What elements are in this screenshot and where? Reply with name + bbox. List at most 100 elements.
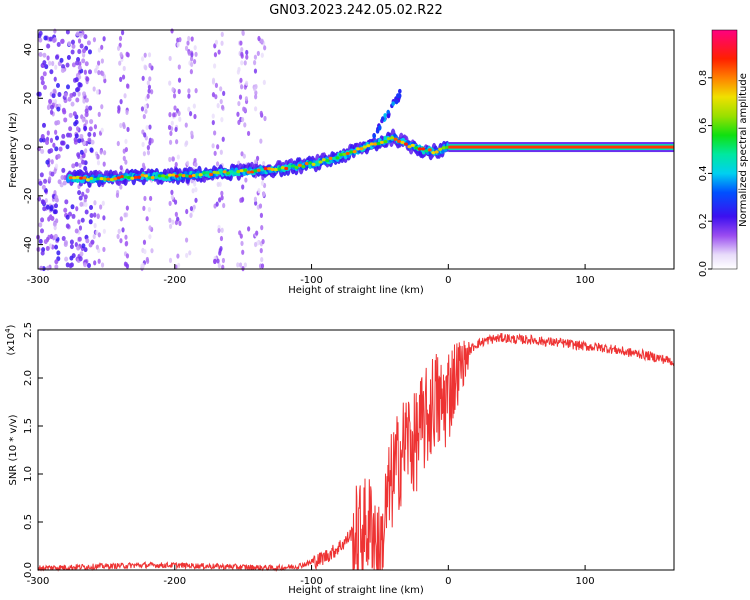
- spectrogram-cell: [56, 106, 61, 112]
- spectrogram-cell: [80, 217, 85, 223]
- spectrogram-cell: [168, 223, 173, 229]
- spectrogram-cell: [188, 174, 193, 178]
- spectrogram-cell: [325, 158, 330, 163]
- spectrogram-cell: [57, 179, 62, 185]
- spectrogram-cell: [102, 228, 106, 234]
- spectrogram-cell: [95, 89, 100, 95]
- spectrogram-cell: [68, 176, 73, 180]
- colorbar-gradient: [711, 29, 738, 270]
- spectrogram-cell: [75, 60, 80, 66]
- spectrogram-cell: [211, 143, 215, 149]
- spectrogram-cell: [253, 68, 258, 74]
- spectrogram-cell: [172, 112, 176, 118]
- spectrogram-cell: [434, 150, 439, 154]
- spectrogram-cell: [97, 47, 101, 53]
- spectrogram-cell: [56, 41, 61, 47]
- spectrogram-cell: [211, 119, 215, 126]
- spectrogram-cell: [189, 69, 193, 75]
- spectrogram-cell: [119, 52, 123, 58]
- spectrogram-cell: [116, 45, 121, 51]
- spectrogram-cell: [308, 161, 313, 165]
- spectrogram-cell: [147, 88, 151, 94]
- spectrogram-cell: [50, 159, 54, 165]
- spectrogram-cell: [186, 40, 190, 46]
- spectrogram-cell: [84, 119, 89, 125]
- spectrogram-cell: [53, 168, 57, 174]
- spectrogram-cell: [215, 201, 219, 207]
- spectrogram-cell: [172, 93, 177, 99]
- spectrogram-cell: [81, 117, 85, 123]
- spectrogram-cell: [291, 164, 296, 168]
- spectrogram-cell: [379, 140, 384, 144]
- spectrogram-cell: [84, 108, 89, 114]
- spectrogram-cell: [259, 248, 263, 254]
- spectrogram-cell: [85, 140, 89, 146]
- spectrogram-cell: [68, 211, 73, 217]
- snr-x-ticks: -300 -200 -100 0 100: [27, 565, 595, 587]
- spectrogram-cell: [144, 108, 148, 114]
- spectrogram-cell: [82, 48, 87, 54]
- spectrogram-cell: [75, 175, 80, 180]
- spectrogram-cell: [194, 51, 198, 57]
- spectrogram-cell: [256, 50, 260, 57]
- spectrogram-cell: [244, 177, 248, 183]
- spectrogram-cell: [177, 77, 182, 83]
- spectrogram-cell: [212, 170, 217, 174]
- spectrogram-cell: [48, 98, 53, 104]
- snr-y-tick-label: 0.0: [23, 562, 34, 578]
- spectrogram-cell: [99, 177, 104, 181]
- spectrogram-cell: [122, 155, 126, 161]
- spectrogram-cell: [79, 43, 84, 49]
- spectrogram-cell: [61, 107, 66, 113]
- spectrogram-cell: [55, 135, 60, 141]
- spectrogram-cell: [148, 225, 152, 231]
- spectrogram-cell: [54, 129, 58, 135]
- spectrogram-cell: [242, 106, 246, 112]
- spectrogram-cell: [301, 164, 306, 169]
- spectrogram-cell: [68, 112, 73, 118]
- spectrogram-cell: [144, 65, 148, 71]
- spectrogram-cell: [229, 170, 234, 174]
- spectrogram-cell: [244, 96, 248, 102]
- spectrogram-cell: [226, 171, 231, 175]
- spectrogram-cell: [297, 163, 302, 168]
- spectrogram-cell: [217, 262, 221, 269]
- spectrogram-cell: [137, 175, 142, 179]
- spectrogram-cell: [167, 124, 172, 131]
- spectrogram-cell: [45, 204, 50, 210]
- spectrogram-cell: [97, 111, 101, 117]
- spectrogram-cell: [52, 209, 57, 215]
- spectrogram-cell: [185, 208, 189, 215]
- spectrogram-cell: [232, 171, 237, 175]
- colorbar-tick-label: 0.2: [698, 213, 709, 229]
- spectrogram-cell: [88, 219, 93, 225]
- spectrogram-x-axis-label: Height of straight line (km): [288, 285, 424, 296]
- colorbar-tick-label: 0.6: [698, 118, 709, 134]
- spectrogram-cell: [143, 248, 147, 255]
- spectrogram-cell: [311, 162, 316, 166]
- spectrogram-cell: [84, 97, 89, 103]
- spectrogram-cell: [72, 111, 77, 117]
- spectrogram-cell: [125, 240, 129, 246]
- spectrogram-y-tick-label: 0: [23, 144, 34, 150]
- spectrogram-cell: [237, 119, 241, 125]
- snr-x-tick-label: 100: [576, 576, 595, 587]
- spectrogram-y-tick-label: 20: [23, 92, 34, 105]
- spectrogram-cell: [39, 265, 44, 271]
- spectrogram-cell: [146, 258, 150, 264]
- spectrogram-cell: [189, 212, 193, 219]
- spectrogram-cell: [102, 36, 106, 42]
- spectrogram-cell: [119, 76, 123, 82]
- spectrogram-cell: [75, 97, 80, 103]
- spectrogram-cell: [63, 240, 68, 246]
- chart-title: GN03.2023.242.05.02.R22: [269, 3, 443, 18]
- spectrogram-cell: [54, 203, 59, 209]
- spectrogram-cell: [54, 64, 58, 70]
- spectrogram-cell: [119, 122, 123, 129]
- spectrogram-cell: [38, 37, 43, 43]
- spectrogram-cell: [185, 140, 189, 146]
- spectrogram-cell: [78, 256, 83, 262]
- spectrogram-cell: [258, 203, 263, 209]
- spectrogram-x-tick-label: -300: [27, 275, 50, 286]
- spectrogram-cell: [57, 92, 62, 98]
